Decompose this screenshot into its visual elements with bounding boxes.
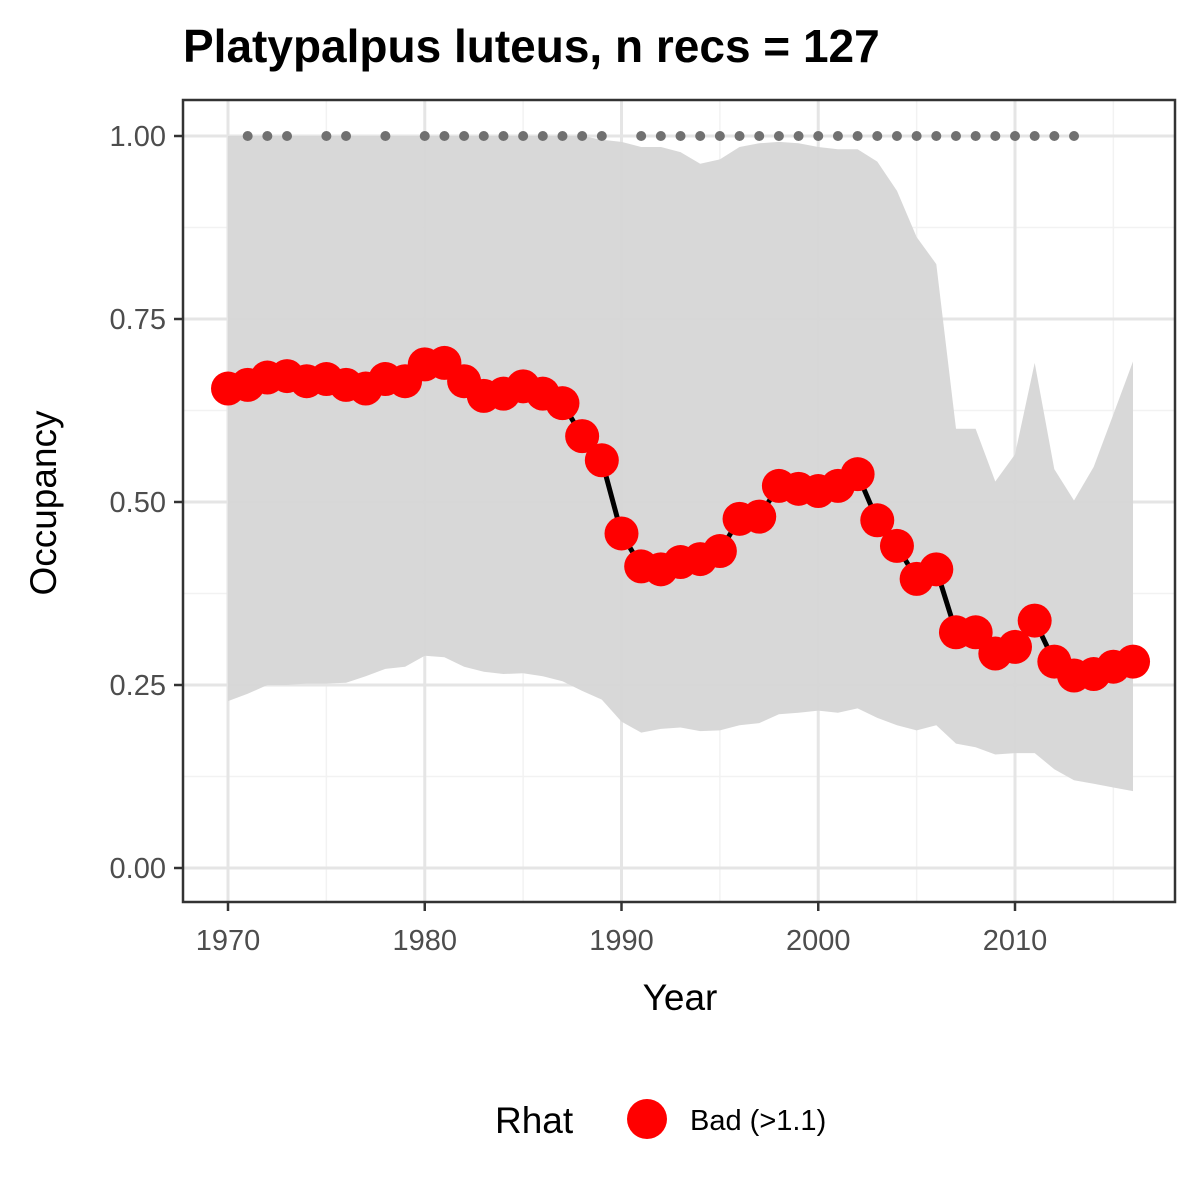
data-point	[879, 528, 914, 563]
record-dot	[813, 131, 824, 141]
y-axis-title: Occupancy	[23, 410, 64, 596]
record-dot	[1069, 131, 1080, 141]
record-year-dots	[242, 131, 1080, 141]
chart-title: Platypalpus luteus, n recs = 127	[183, 20, 880, 72]
x-axis-title: Year	[643, 977, 718, 1018]
record-dot	[537, 131, 548, 141]
legend-title: Rhat	[495, 1100, 574, 1141]
record-dot	[518, 131, 529, 141]
x-tick-label: 1990	[589, 925, 654, 957]
record-dot	[793, 131, 804, 141]
y-tick-label: 0.75	[110, 304, 166, 336]
record-dot	[1049, 131, 1060, 141]
x-axis: 1970 1980 1990 2000 2010	[196, 902, 1048, 957]
record-dot	[911, 131, 922, 141]
data-point	[584, 443, 619, 478]
y-tick-label: 0.00	[110, 853, 166, 885]
data-point	[840, 457, 875, 492]
record-dot	[891, 131, 902, 141]
record-dot	[970, 131, 981, 141]
record-dot	[419, 131, 430, 141]
data-point	[565, 419, 600, 454]
record-dot	[636, 131, 647, 141]
data-point	[919, 552, 954, 587]
record-dot	[439, 131, 450, 141]
legend-swatch-bad	[627, 1099, 667, 1139]
record-dot	[734, 131, 745, 141]
record-dot	[950, 131, 961, 141]
record-dot	[773, 131, 784, 141]
record-dot	[321, 131, 332, 141]
record-dot	[380, 131, 391, 141]
data-point	[1116, 644, 1151, 679]
legend-label-bad: Bad (>1.1)	[690, 1105, 826, 1137]
record-dot	[478, 131, 489, 141]
data-point	[604, 516, 639, 551]
data-point	[702, 534, 737, 569]
record-dot	[262, 131, 273, 141]
data-point	[545, 386, 580, 421]
record-dot	[498, 131, 509, 141]
record-dot	[655, 131, 666, 141]
x-tick-label: 1970	[196, 925, 261, 957]
record-dot	[596, 131, 607, 141]
y-tick-label: 1.00	[110, 121, 166, 153]
x-tick-label: 2000	[786, 925, 851, 957]
record-dot	[714, 131, 725, 141]
record-dot	[341, 131, 352, 141]
record-dot	[557, 131, 568, 141]
x-tick-label: 1980	[392, 925, 457, 957]
record-dot	[1010, 131, 1020, 141]
record-dot	[931, 131, 942, 141]
record-dot	[282, 131, 293, 141]
y-tick-label: 0.25	[110, 670, 166, 702]
data-point	[742, 499, 777, 534]
occupancy-points	[211, 345, 1151, 693]
data-point	[860, 503, 895, 538]
y-tick-label: 0.50	[110, 487, 166, 519]
y-axis: 0.00 0.25 0.50 0.75 1.00	[110, 121, 183, 885]
record-dot	[242, 131, 253, 141]
record-dot	[1029, 131, 1040, 141]
record-dot	[832, 131, 843, 141]
legend: Rhat Bad (>1.1)	[495, 1099, 826, 1141]
record-dot	[675, 131, 686, 141]
record-dot	[577, 131, 588, 141]
record-dot	[459, 131, 470, 141]
record-dot	[852, 131, 863, 141]
x-tick-label: 2010	[983, 925, 1048, 957]
record-dot	[990, 131, 1001, 141]
credible-interval-ribbon	[228, 136, 1133, 792]
record-dot	[695, 131, 706, 141]
data-point	[1017, 603, 1052, 638]
record-dot	[872, 131, 883, 141]
data-point	[998, 629, 1032, 664]
record-dot	[754, 131, 765, 141]
